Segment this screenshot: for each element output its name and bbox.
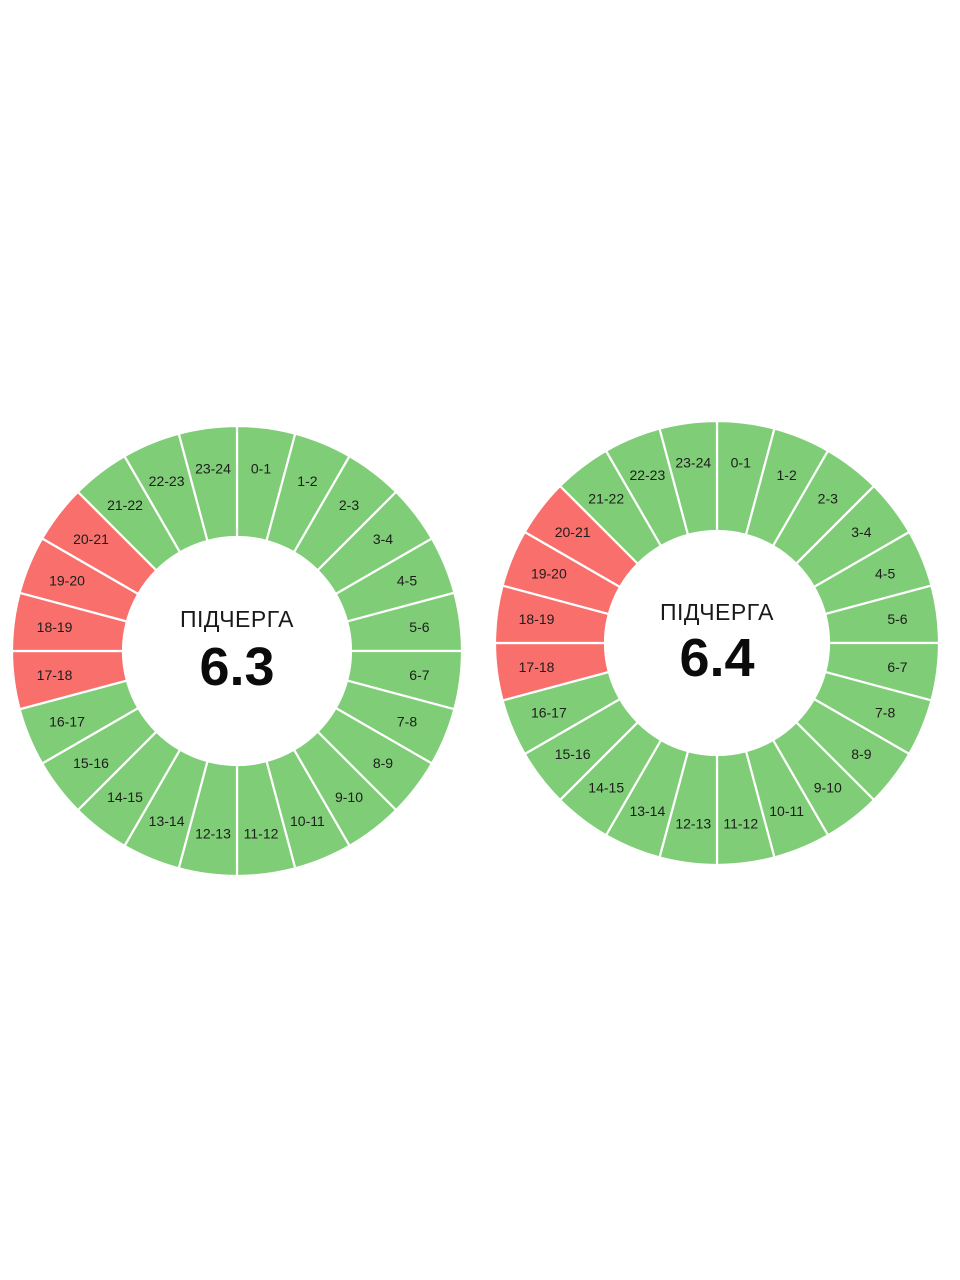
hour-label-8-9: 8-9: [373, 755, 393, 771]
hour-label-17-18: 17-18: [37, 667, 73, 683]
hour-label-14-15: 14-15: [107, 789, 143, 805]
hour-label-5-6: 5-6: [409, 619, 429, 635]
hour-label-3-4: 3-4: [373, 531, 393, 547]
hour-label-10-11: 10-11: [769, 803, 804, 819]
hour-label-16-17: 16-17: [49, 713, 85, 729]
hour-label-16-17: 16-17: [531, 705, 567, 721]
hour-label-23-24: 23-24: [675, 455, 711, 471]
hour-label-9-10: 9-10: [814, 779, 842, 795]
hour-label-21-22: 21-22: [107, 497, 143, 513]
ring-segments: [10, 424, 464, 878]
hour-label-2-3: 2-3: [339, 497, 359, 513]
ring-segments: [493, 419, 941, 867]
hour-label-6-7: 6-7: [409, 667, 429, 683]
subqueue-caption: ПІДЧЕРГА: [660, 599, 774, 625]
hour-label-1-2: 1-2: [297, 473, 317, 489]
subqueue-caption: ПІДЧЕРГА: [180, 606, 294, 632]
hour-label-21-22: 21-22: [588, 491, 624, 507]
hour-label-23-24: 23-24: [195, 461, 231, 477]
hour-label-17-18: 17-18: [519, 659, 555, 675]
hour-label-12-13: 12-13: [195, 825, 231, 841]
hour-label-13-14: 13-14: [149, 813, 185, 829]
hour-label-2-3: 2-3: [818, 491, 838, 507]
hour-labels: 0-1 1-2 2-3 3-4 4-5 5-6 6-7 7-8 8-9 9-10 10-11 11-1…: [37, 461, 430, 842]
hour-label-12-13: 12-13: [675, 815, 711, 831]
hour-label-8-9: 8-9: [851, 746, 871, 762]
hour-label-0-1: 0-1: [251, 461, 271, 477]
hour-label-3-4: 3-4: [851, 524, 871, 540]
hour-label-7-8: 7-8: [397, 713, 417, 729]
hour-label-20-21: 20-21: [555, 524, 591, 540]
segment-23-24: [177, 424, 239, 543]
hour-label-11-12: 11-12: [723, 815, 758, 831]
hour-label-13-14: 13-14: [629, 803, 665, 819]
hour-label-1-2: 1-2: [777, 467, 797, 483]
hour-label-19-20: 19-20: [49, 573, 85, 589]
hour-labels: 0-1 1-2 2-3 3-4 4-5 5-6 6-7 7-8 8-9 9-10 10-11 11-1…: [519, 455, 908, 832]
hour-label-10-11: 10-11: [290, 813, 325, 829]
hour-label-9-10: 9-10: [335, 789, 363, 805]
hour-label-7-8: 7-8: [875, 705, 895, 721]
hour-label-4-5: 4-5: [875, 565, 895, 581]
hour-label-18-19: 18-19: [37, 619, 73, 635]
hour-label-11-12: 11-12: [244, 825, 279, 841]
subqueue-number: 6.4: [679, 628, 754, 688]
hour-label-14-15: 14-15: [588, 779, 624, 795]
hour-label-18-19: 18-19: [519, 611, 555, 627]
ring-chart-6-4: 0-1 1-2 2-3 3-4 4-5 5-6 6-7 7-8 8-9 9-10 10-11 11-1…: [493, 419, 941, 867]
hour-label-22-23: 22-23: [149, 473, 185, 489]
hour-label-15-16: 15-16: [73, 755, 109, 771]
hour-label-4-5: 4-5: [397, 573, 417, 589]
hour-label-5-6: 5-6: [887, 611, 907, 627]
hour-label-19-20: 19-20: [531, 565, 567, 581]
hour-label-22-23: 22-23: [629, 467, 665, 483]
hour-label-0-1: 0-1: [731, 455, 751, 471]
hour-label-20-21: 20-21: [73, 531, 109, 547]
ring-chart-6-3: 0-1 1-2 2-3 3-4 4-5 5-6 6-7 7-8 8-9 9-10 10-11 11-1…: [10, 424, 464, 878]
hour-label-15-16: 15-16: [555, 746, 591, 762]
hour-label-6-7: 6-7: [887, 659, 907, 675]
subqueue-number: 6.3: [199, 637, 274, 697]
segment-23-24: [658, 419, 719, 537]
